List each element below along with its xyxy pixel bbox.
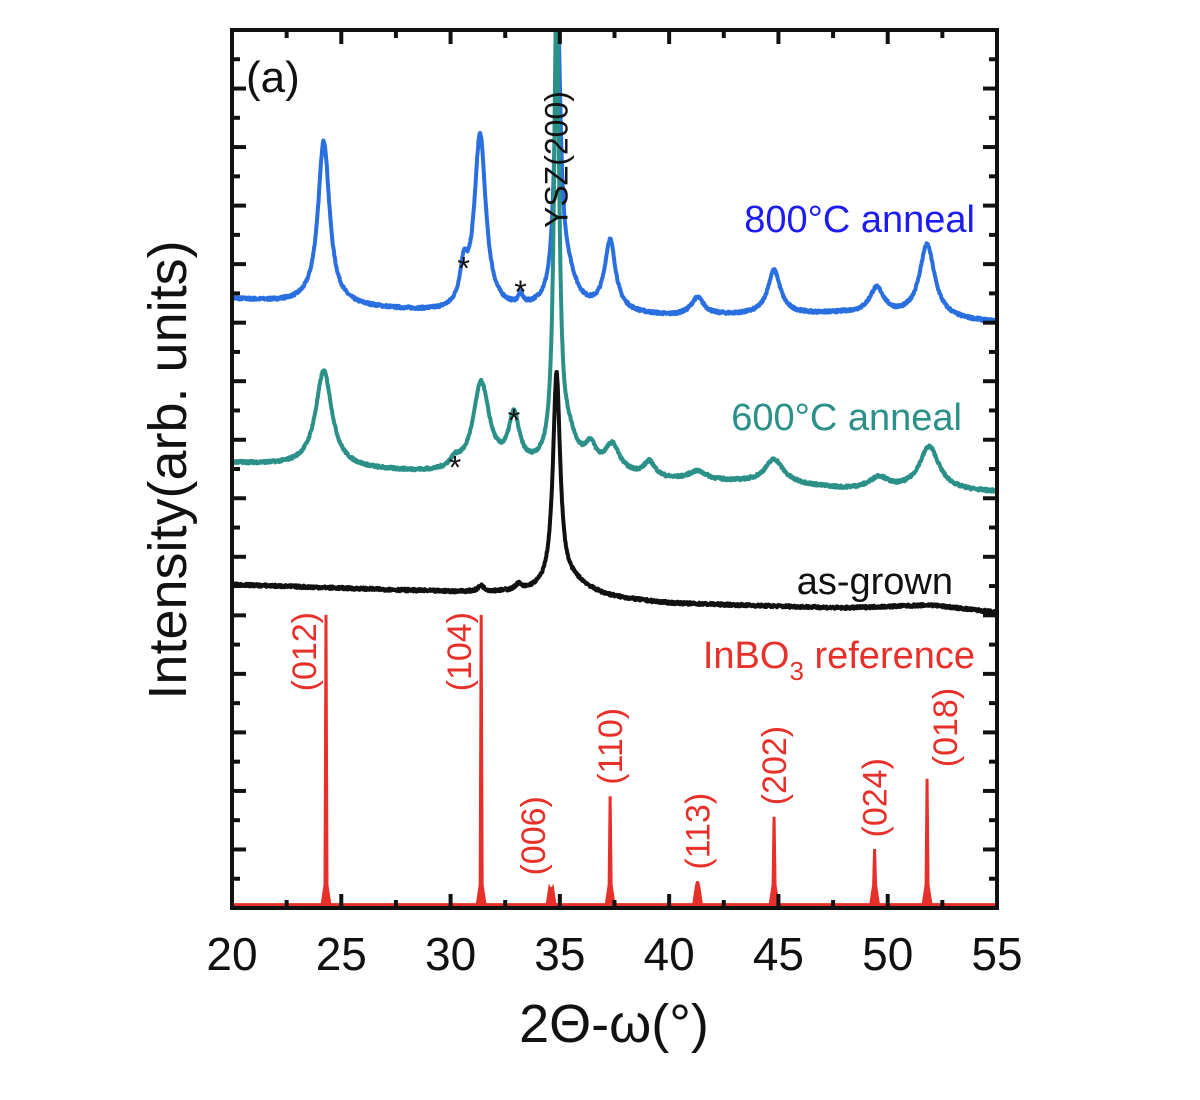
- series-800c-anneal: [232, 8, 997, 322]
- impurity-star-marker: *: [514, 274, 526, 310]
- x-tick-label: 45: [753, 928, 804, 980]
- reference-stick: [922, 779, 932, 905]
- x-axis-title: 2Θ-ω(°): [519, 994, 709, 1054]
- x-tick-label: 40: [644, 928, 695, 980]
- reference-stick: [693, 882, 703, 905]
- x-tick-label: 35: [534, 928, 585, 980]
- reference-peak: [922, 779, 932, 905]
- ref-label-subscript: 3: [789, 656, 803, 686]
- x-tick-label: 25: [316, 928, 367, 980]
- reference-stick: [605, 797, 615, 905]
- impurity-star-marker: *: [457, 250, 469, 286]
- x-tick-label: 20: [206, 928, 257, 980]
- xrd-chart: (012) (104) (006) (110) (113) (202) (024) (018)…: [0, 0, 1200, 1100]
- reference-stick: [769, 817, 779, 905]
- reference-peak: [870, 849, 880, 905]
- hkl-label: (110): [592, 708, 630, 785]
- hkl-label: (024): [857, 758, 895, 837]
- hkl-label: (012): [286, 612, 324, 691]
- hkl-label: (113): [680, 793, 718, 870]
- reference-stick: [870, 849, 880, 905]
- reference-peak: [769, 817, 779, 905]
- ref-label-main: InBO: [703, 635, 790, 677]
- impurity-star-marker: *: [449, 449, 461, 485]
- reference-peak: [605, 797, 615, 905]
- reference-peak: [693, 882, 703, 905]
- hkl-label: (006): [515, 796, 553, 875]
- impurity-star-marker: *: [508, 403, 520, 439]
- x-tick-label: 50: [862, 928, 913, 980]
- series-line-800c-anneal: [232, 8, 997, 322]
- ysz-200-label: YSZ(200): [539, 91, 575, 228]
- hkl-label: (018): [927, 688, 965, 767]
- x-tick-label: 30: [425, 928, 476, 980]
- y-axis-title: Intensity(arb. units): [138, 240, 198, 699]
- series-label-600c: 600°C anneal: [731, 397, 962, 439]
- series-label-reference: InBO3 reference: [703, 635, 975, 686]
- x-tick-label: 55: [971, 928, 1022, 980]
- series-label-800c: 800°C anneal: [744, 199, 975, 241]
- ref-label-tail: reference: [804, 635, 975, 677]
- hkl-label: (104): [441, 612, 479, 691]
- panel-label: (a): [246, 53, 300, 102]
- series-label-as-grown: as-grown: [797, 561, 953, 603]
- reference-stick: [546, 885, 556, 905]
- hkl-label: (202): [756, 726, 794, 805]
- reference-peak: [546, 885, 556, 905]
